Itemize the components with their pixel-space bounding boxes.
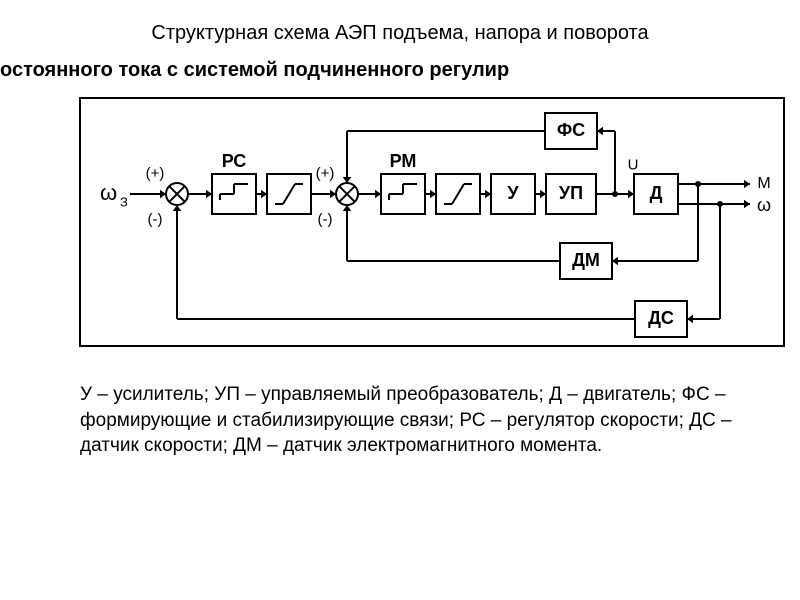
diagram-container: ωЗMωUУУПДФСДМДСРСРМ(+)(-)(+)(-) xyxy=(30,88,800,368)
svg-text:ДС: ДС xyxy=(648,308,674,328)
svg-text:З: З xyxy=(120,194,128,209)
svg-text:УП: УП xyxy=(559,183,583,203)
svg-text:РМ: РМ xyxy=(390,151,417,171)
svg-text:ω: ω xyxy=(757,195,771,215)
svg-text:(-): (-) xyxy=(318,211,333,228)
svg-text:РС: РС xyxy=(222,151,247,171)
title-line-1: Структурная схема АЭП подъема, напора и … xyxy=(0,0,800,45)
svg-text:ФС: ФС xyxy=(557,120,585,140)
block-diagram: ωЗMωUУУПДФСДМДСРСРМ(+)(-)(+)(-) xyxy=(30,88,790,368)
svg-text:U: U xyxy=(628,156,639,173)
svg-text:M: M xyxy=(757,175,770,192)
svg-text:ДМ: ДМ xyxy=(572,250,600,270)
title-line-2: остоянного тока с системой подчиненного … xyxy=(0,45,800,82)
legend-text: У – усилитель; УП – управляемый преобраз… xyxy=(0,382,800,459)
svg-text:Д: Д xyxy=(650,183,663,203)
svg-text:(-): (-) xyxy=(148,211,163,228)
svg-text:У: У xyxy=(507,183,519,203)
svg-text:ω: ω xyxy=(100,180,117,205)
svg-text:(+): (+) xyxy=(316,165,335,182)
svg-text:(+): (+) xyxy=(146,165,165,182)
